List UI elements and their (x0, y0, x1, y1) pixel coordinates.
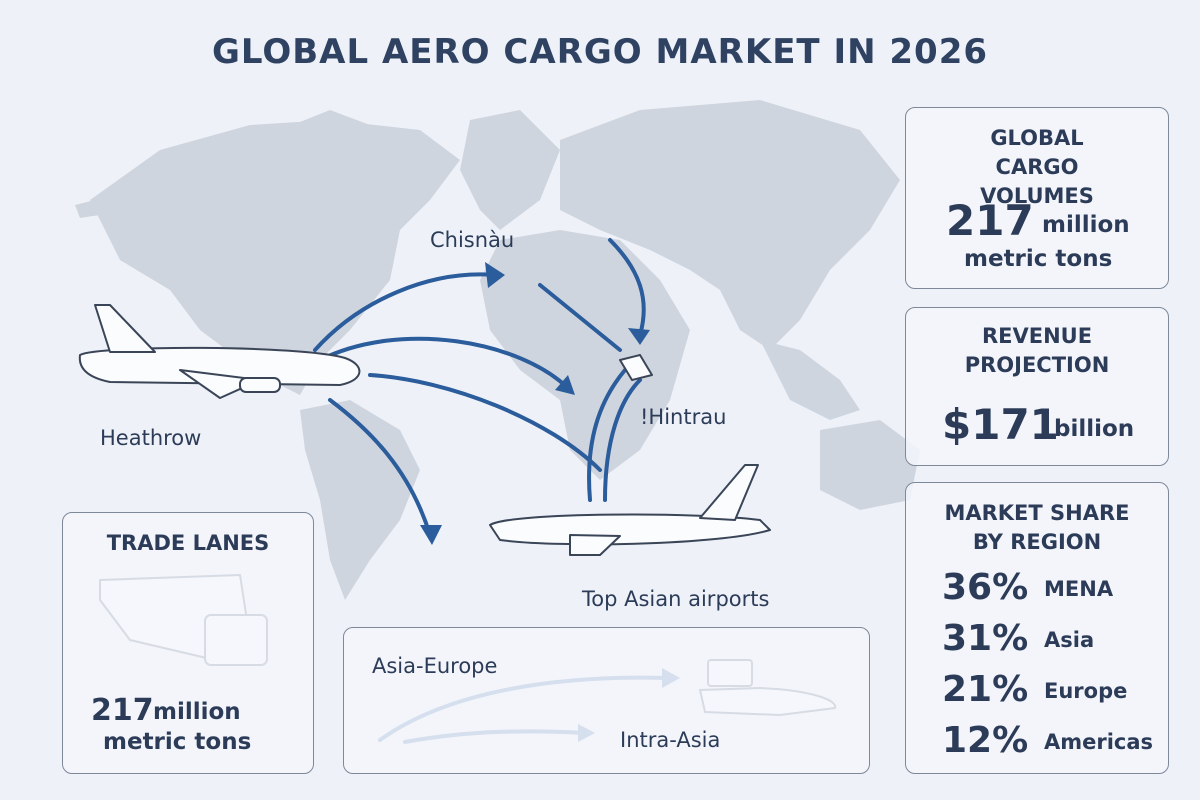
card-value: 217 (91, 693, 154, 728)
share-value: 31% (942, 618, 1029, 659)
card-heading: TRADE LANES (106, 531, 270, 555)
trade-lanes-card: TRADE LANES 217 million metric tons (62, 512, 314, 774)
lane-label: Intra-Asia (620, 728, 721, 752)
title: GLOBAL AERO CARGO MARKET IN 2026 (211, 32, 989, 72)
card-unit: metric tons (964, 246, 1113, 272)
share-region: Americas (1044, 730, 1154, 754)
map-label: Top Asian airports (582, 587, 770, 611)
share-region: MENA (1044, 577, 1114, 601)
share-value: 21% (942, 669, 1029, 710)
share-region: Asia (1044, 628, 1095, 652)
share-value: 12% (942, 720, 1029, 761)
map-label: Heathrow (100, 426, 202, 450)
card-unit: million (1042, 212, 1130, 238)
map-label: Chisnàu (430, 228, 515, 252)
card-value: $171 (942, 400, 1059, 449)
card-heading: MARKET SHARE BY REGION (944, 501, 1130, 554)
share-region: Europe (1044, 679, 1128, 703)
card-unit: metric tons (103, 729, 252, 755)
share-value: 36% (942, 567, 1029, 608)
card-value: 217 (946, 196, 1034, 245)
card-unit: million (153, 699, 241, 725)
card-heading: REVENUE PROJECTION (964, 324, 1110, 377)
market-share-card: MARKET SHARE BY REGION 36% MENA 31% Asia 21%… (905, 482, 1169, 774)
revenue-card: REVENUE PROJECTION $171 billion (905, 307, 1169, 466)
lanes-card: Asia-Europe Intra-Asia (343, 627, 870, 774)
card-heading: GLOBAL CARGO VOLUMES (980, 126, 1094, 208)
volumes-card: GLOBAL CARGO VOLUMES 217 million metric … (905, 107, 1169, 289)
card-unit: billion (1054, 416, 1135, 442)
lane-label: Asia-Europe (372, 654, 498, 678)
map-label: !Hintrau (640, 405, 727, 429)
